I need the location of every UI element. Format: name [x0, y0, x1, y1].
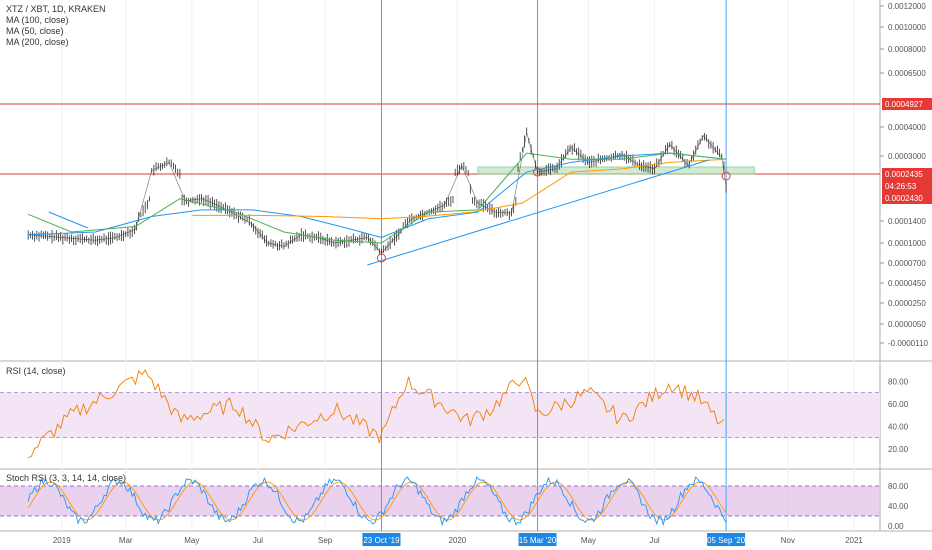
support-price-label-bg [882, 192, 932, 204]
countdown-label: 04:26:53 [885, 182, 917, 191]
time-label: Sep [318, 536, 333, 545]
price-tick-label: 0.0001000 [888, 239, 926, 248]
stoch-series[interactable] [27, 476, 727, 527]
pivot-marker-1 [533, 167, 543, 177]
current-price-label: 0.0002435 [885, 170, 923, 179]
event-lines [380, 0, 727, 531]
stoch-k-line [27, 476, 727, 527]
price-tick-label: -0.0000110 [888, 339, 928, 348]
price-axis[interactable]: 0.0012000 0.0010000 0.0008000 0.0006500 0.00… [880, 2, 932, 531]
stoch-d-line [27, 481, 727, 521]
stoch-band [0, 486, 880, 516]
price-tick-label: 0.0000450 [888, 279, 926, 288]
legend-ma200[interactable]: MA (200, close) [6, 37, 69, 47]
price-tick-label: 0.0008000 [888, 45, 926, 54]
support-price-label: 0.0002430 [885, 194, 923, 203]
pivot-marker-2 [721, 171, 731, 181]
current-price-label-bg [882, 168, 932, 180]
price-tick-label: 0.0001400 [888, 217, 926, 226]
time-label: Jul [649, 536, 659, 545]
early-trend-line [48, 211, 88, 229]
trend-line [367, 159, 709, 266]
price-tick-label: 0.0004000 [888, 123, 926, 132]
price-tick-label: 0.0006500 [888, 69, 926, 78]
time-label: May [581, 536, 596, 545]
grid [61, 0, 855, 531]
time-highlight-bg [362, 533, 401, 546]
rsi-tick-label: 20.00 [888, 445, 909, 454]
rsi-title[interactable]: RSI (14, close) [6, 366, 66, 376]
rsi-band [0, 392, 880, 438]
price-tick-label: 0.0000250 [888, 299, 926, 308]
time-highlight-bg [518, 533, 557, 546]
rsi-line [28, 369, 725, 459]
time-axis[interactable]: 2019 Mar May Jul Sep 2020 May Jul Nov 2021 23 Oct … [53, 533, 864, 546]
pivot-marker-0 [376, 253, 386, 263]
time-label: 2019 [53, 536, 71, 545]
moving-averages[interactable] [27, 152, 727, 266]
rsi-tick-label: 40.00 [888, 422, 909, 431]
ma50-line [27, 152, 727, 244]
time-label: Nov [781, 536, 795, 545]
legend-ma100[interactable]: MA (100, close) [6, 15, 69, 25]
legend-ma50[interactable]: MA (50, close) [6, 26, 64, 36]
resistance-price-label: 0.0004927 [885, 100, 923, 109]
stoch-tick-label: 40.00 [888, 502, 909, 511]
time-highlight-bg [707, 533, 746, 546]
price-tick-label: 0.0003000 [888, 152, 926, 161]
stoch-title[interactable]: Stoch RSI (3, 3, 14, 14, close) [6, 473, 127, 483]
support-zone [477, 166, 755, 175]
time-label: Mar [119, 536, 133, 545]
stoch-tick-label: 0.00 [888, 522, 904, 531]
resistance-price-label-bg [882, 98, 932, 110]
ma200-line [191, 158, 727, 220]
time-label: 2020 [448, 536, 466, 545]
price-tick-label: 0.0010000 [888, 23, 926, 32]
pivot-markers [376, 167, 731, 263]
symbol-title[interactable]: XTZ / XBT, 1D, KRAKEN [6, 4, 106, 14]
price-tick-label: 0.0000700 [888, 259, 926, 268]
countdown-label-bg [882, 180, 932, 192]
time-highlight-label: 15 Mar '20 [519, 536, 557, 545]
price-levels [0, 103, 880, 175]
time-highlight-label: 23 Oct '19 [363, 536, 400, 545]
legend-block: XTZ / XBT, 1D, KRAKEN MA (100, close) MA… [6, 4, 106, 48]
time-label: Jul [253, 536, 263, 545]
time-highlight-label: 05 Sep '20 [707, 536, 746, 545]
indicator-bands [0, 392, 880, 517]
ma100-line [28, 152, 727, 239]
rsi-tick-label: 80.00 [888, 377, 909, 386]
time-label: 2021 [845, 536, 863, 545]
price-tick-label: 0.0000050 [888, 320, 926, 329]
stoch-tick-label: 80.00 [888, 482, 909, 491]
rsi-series[interactable] [28, 369, 725, 459]
time-label: May [184, 536, 199, 545]
rsi-tick-label: 60.00 [888, 400, 909, 409]
price-tick-label: 0.0012000 [888, 2, 926, 11]
